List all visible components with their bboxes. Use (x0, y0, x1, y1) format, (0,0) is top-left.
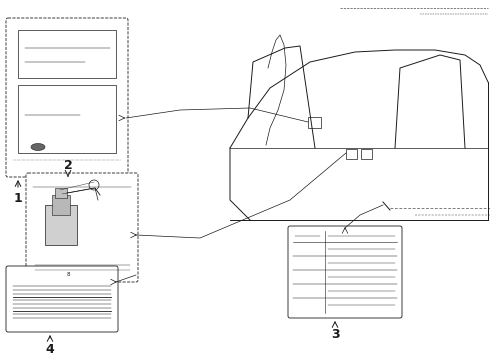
Text: 1: 1 (14, 192, 23, 205)
Text: 3: 3 (331, 328, 339, 341)
Text: 4: 4 (46, 343, 54, 356)
Bar (52, 195, 70, 215)
Text: 8: 8 (66, 272, 70, 277)
Bar (308, 117, 321, 128)
Bar (18, 85, 116, 153)
Bar (55, 188, 67, 198)
Text: 2: 2 (64, 159, 73, 172)
Bar (361, 149, 372, 159)
FancyBboxPatch shape (6, 266, 118, 332)
Bar (18, 30, 116, 78)
FancyBboxPatch shape (26, 173, 138, 282)
FancyBboxPatch shape (6, 18, 128, 177)
Bar (45, 205, 77, 245)
Ellipse shape (31, 144, 45, 150)
Bar (346, 149, 357, 159)
FancyBboxPatch shape (288, 226, 402, 318)
